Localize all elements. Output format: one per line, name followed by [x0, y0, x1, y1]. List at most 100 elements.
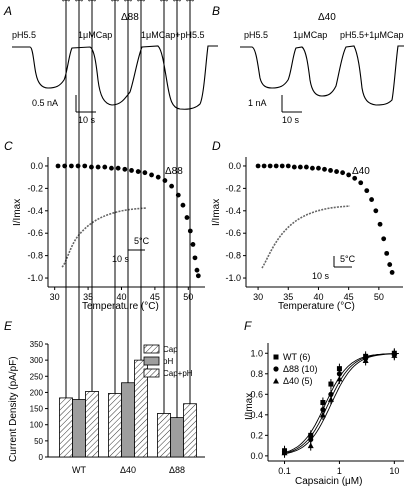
panel-d-data-point [334, 169, 339, 174]
panel-d-ytick-label: -0.2 [225, 183, 241, 193]
panel-a-scale-time: 10 s [78, 115, 96, 125]
panel-e-legend-swatch [143, 368, 160, 378]
panel-c-data-point [129, 168, 134, 173]
panel-label-a: A [3, 4, 12, 18]
panel-c-data-point [75, 163, 81, 169]
panel-c-data-point [89, 164, 94, 170]
panel-e-legend-label: pH [163, 357, 173, 366]
panel-f-data-point [362, 357, 369, 363]
panel-f-data-point [336, 371, 343, 377]
panel-d-data-point [303, 164, 309, 170]
panel-b-scale-bar [281, 95, 302, 113]
panel-d-data-point [279, 163, 285, 169]
panel-c-data-point [162, 178, 168, 183]
panel-a-scale-current: 0.5 nA [32, 98, 58, 108]
panel-d-data-point [377, 221, 383, 227]
panel-a-label-cap: 1μMCap [78, 30, 112, 40]
panel-d-xlabel: Temperature (°C) [278, 301, 355, 312]
panel-d-data-point [273, 163, 279, 169]
panel-c-data-point [142, 170, 148, 176]
panel-f-legend-label: WT (6) [283, 352, 310, 362]
panel-f-ylabel: I/Imax [244, 393, 255, 420]
panel-e-legend-swatch [143, 356, 160, 366]
panel-d-title: Δ40 [352, 166, 370, 177]
panel-label-c: C [4, 139, 13, 153]
panel-b-scale-time: 10 s [282, 115, 300, 125]
panel-c-xtick-label: 45 [150, 292, 160, 302]
panel-d-xtick-label: 30 [253, 292, 263, 302]
panel-c-xtick-label: 50 [183, 292, 193, 302]
panel-d-data-point [297, 164, 303, 170]
panel-d-ytick-label: 0.0 [228, 161, 241, 171]
panel-c-xtick-label: 30 [50, 292, 60, 302]
panel-label-e: E [4, 319, 13, 333]
panel-d-ylabel: I/Imax [211, 199, 222, 226]
panel-d-xtick-label: 35 [283, 292, 293, 302]
panel-d-xtick-label: 45 [344, 292, 354, 302]
panel-f-ytick-label: 0.6 [250, 389, 263, 399]
panel-d-ytick-label: -1.0 [225, 273, 241, 283]
panel-d-data-point [346, 172, 352, 178]
panel-f-legend-label: Δ88 (10) [283, 364, 318, 374]
panel-e-bar [108, 392, 122, 458]
panel-c-ytick-label: 0.0 [30, 161, 43, 171]
panel-f-data-point [327, 396, 334, 402]
panel-c-ytick-label: -0.8 [27, 251, 43, 261]
panel-c-scale-time: 10 s [112, 254, 130, 264]
panel-c-xlabel: Temperature (°C) [82, 301, 159, 312]
panel-d-ytick-label: -0.6 [225, 228, 241, 238]
panel-d-data-point [316, 165, 321, 171]
panel-f-data-point [336, 366, 342, 372]
panel-f-data-point [320, 400, 326, 406]
panel-e-ytick-label: 200 [30, 388, 44, 397]
panel-label-f: F [244, 319, 252, 333]
panel-c-ytick-label: -0.6 [27, 228, 43, 238]
panel-c-data-point [194, 267, 200, 273]
panel-f-data-point [328, 391, 334, 397]
panel-a-title: Δ88 [121, 12, 139, 23]
panel-c-data-point [192, 255, 198, 261]
panel-d-data-point [340, 170, 346, 176]
panel-e-n-label: (4) [61, 0, 71, 2]
panel-f-ytick-label: 1.0 [250, 348, 263, 358]
panel-e-bar [59, 397, 73, 458]
panel-c-data-point [95, 164, 101, 170]
panel-d-xtick-label: 40 [313, 292, 323, 302]
panel-a-label-ph: pH5.5 [12, 30, 36, 40]
panel-f-data-point [308, 436, 314, 443]
panel-e-bar [170, 417, 184, 458]
panel-c-data-point [180, 202, 186, 208]
panel-d-scale-time: 10 s [312, 271, 330, 281]
panel-e-ytick-label: 50 [34, 437, 43, 446]
panel-c-title: Δ88 [165, 166, 183, 177]
panel-e-n-label: (5) [123, 0, 133, 2]
panel-e-ytick-label: 150 [30, 405, 44, 414]
panel-d-data-point [369, 197, 374, 202]
panel-c-data-point [55, 163, 61, 169]
panel-d-data-point [322, 166, 327, 172]
panel-e-bar [157, 413, 171, 458]
panel-f-data-point [281, 449, 288, 456]
panel-d-scale-bar [333, 256, 352, 268]
panel-d-ytick-label: -0.8 [225, 251, 241, 261]
panel-d-data-point [255, 163, 261, 169]
panel-c-ytick-label: -0.4 [27, 206, 43, 216]
panel-d-data-point [387, 262, 393, 267]
panel-f-data-point [391, 352, 398, 358]
panel-c-xtick-label: 35 [83, 292, 93, 302]
panel-label-b: B [212, 4, 220, 18]
panel-d-data-point [267, 163, 273, 169]
panel-c-data-point [195, 273, 201, 279]
panel-c-xtick-label: 40 [116, 292, 126, 302]
panel-f-legend-label: Δ40 (5) [283, 376, 313, 386]
panel-c-ylabel: I/Imax [12, 199, 23, 226]
panel-e-ytick-label: 250 [30, 372, 44, 381]
panel-c-data-point [169, 183, 174, 189]
panel-c-data-point [68, 163, 74, 169]
panel-e-category-label: Δ40 [120, 465, 136, 475]
panel-d-data-point [261, 163, 267, 169]
panel-f-data-point [328, 381, 334, 387]
panel-d-data-point [381, 236, 387, 242]
panel-e-ytick-label: 100 [30, 421, 44, 430]
